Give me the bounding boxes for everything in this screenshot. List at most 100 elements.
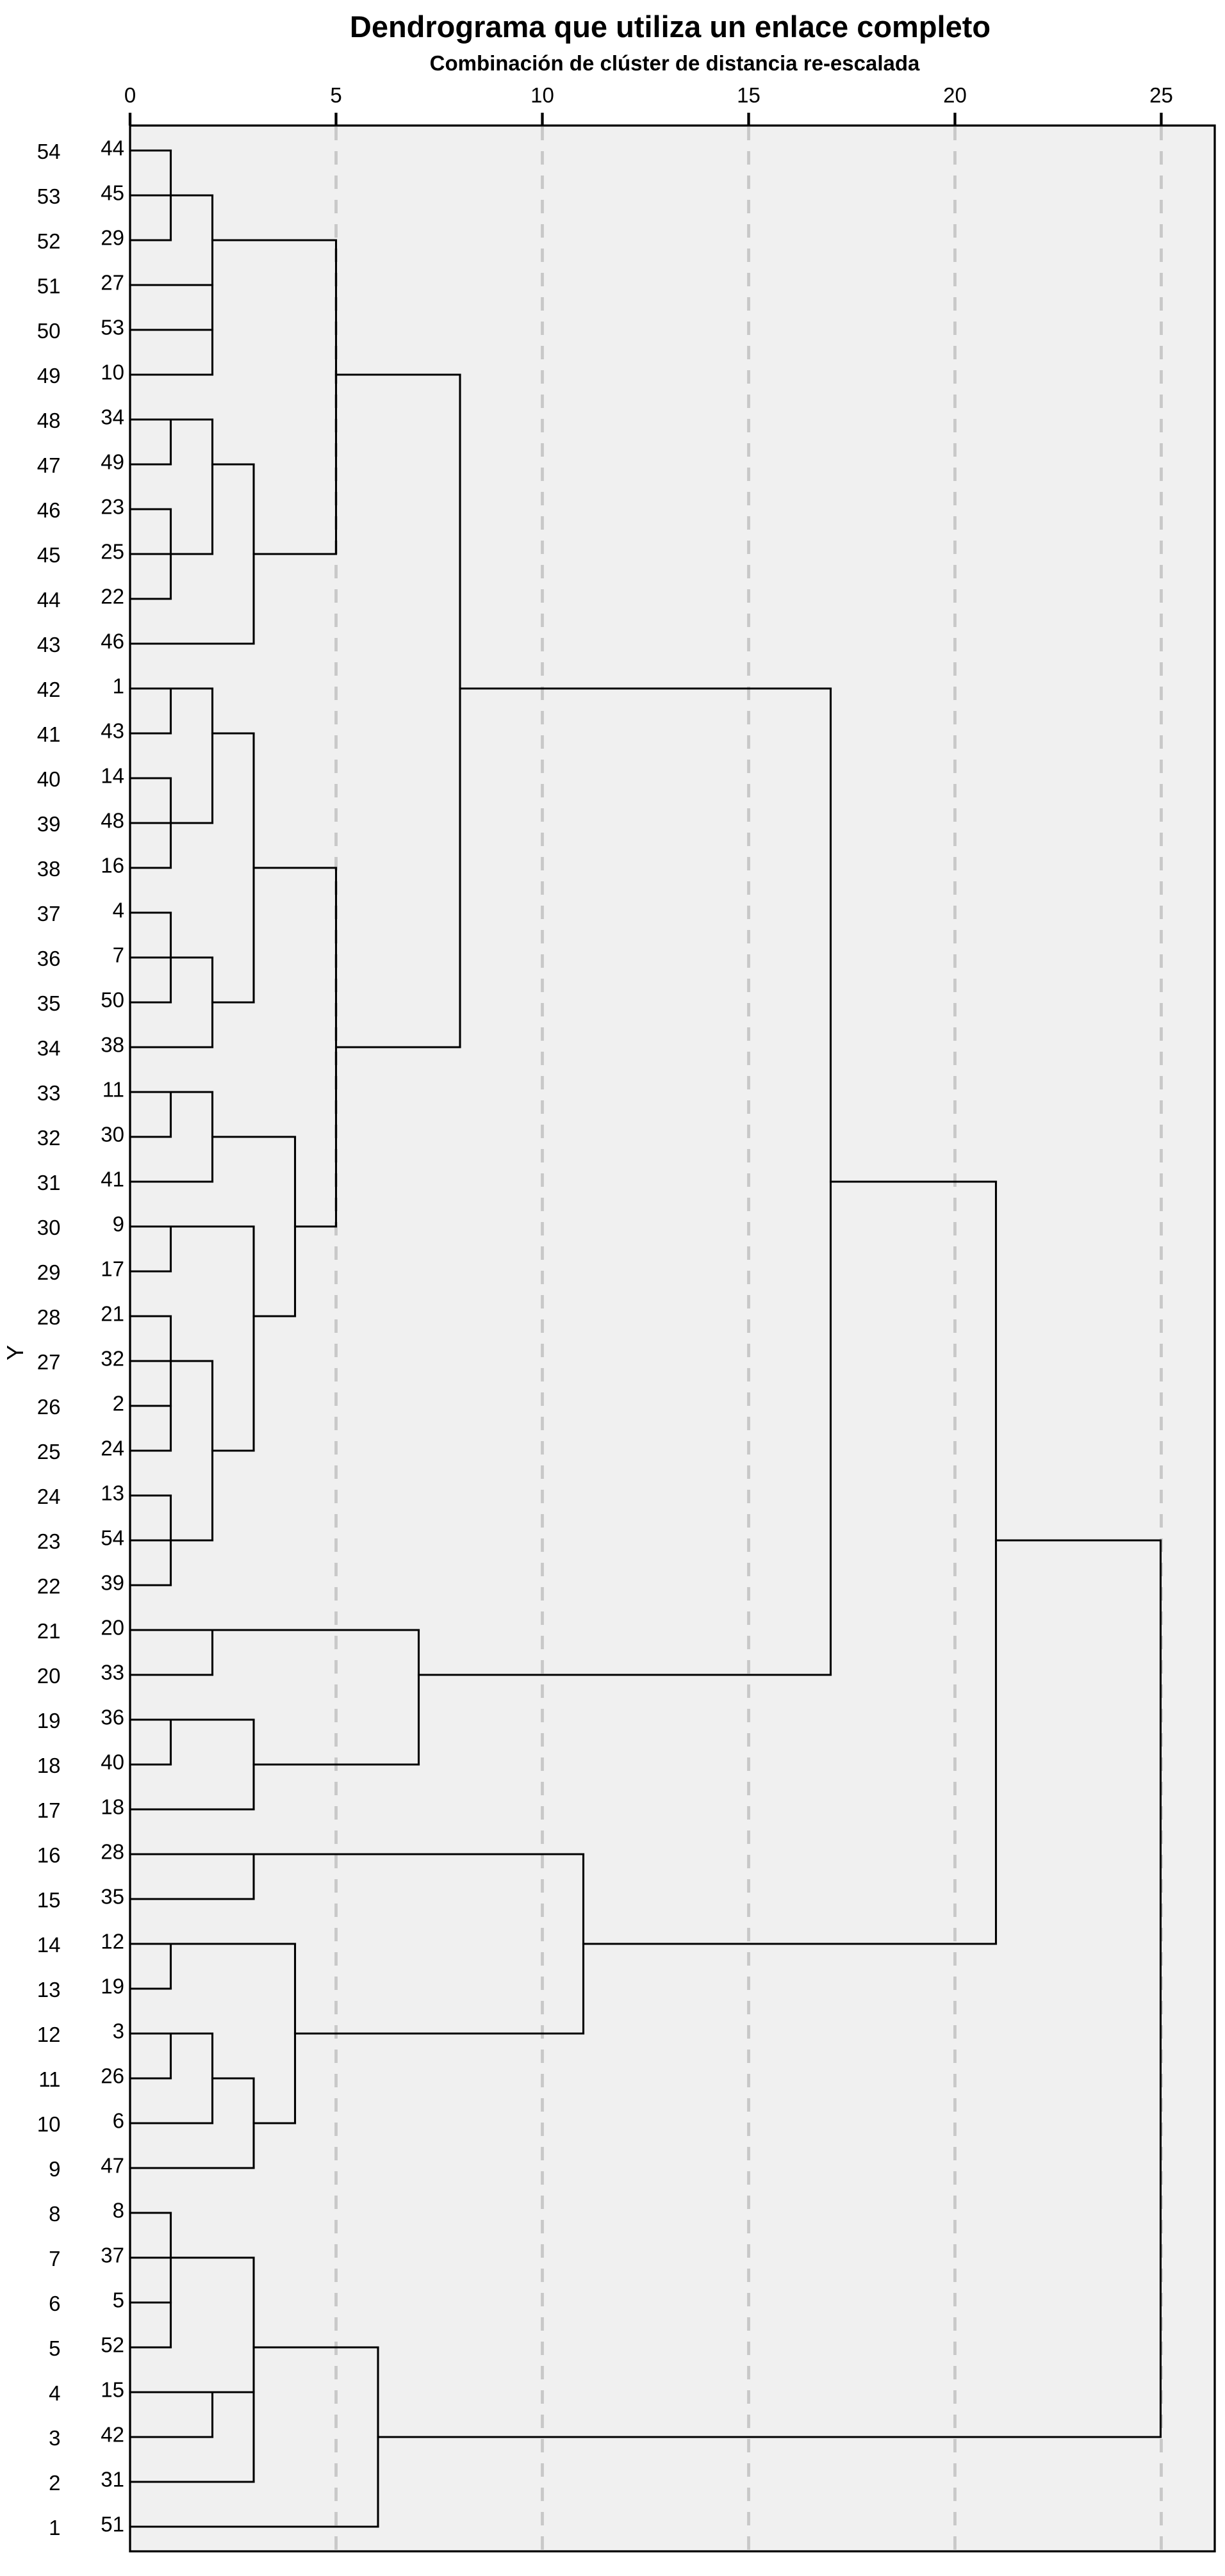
svg-text:38: 38 [37,857,61,881]
svg-text:47: 47 [37,453,61,477]
svg-text:29: 29 [101,226,124,250]
svg-text:52: 52 [101,2333,124,2357]
svg-text:33: 33 [37,1081,61,1105]
svg-text:28: 28 [101,1840,124,1864]
svg-text:6: 6 [113,2109,124,2133]
svg-text:3: 3 [49,2426,60,2450]
svg-text:8: 8 [113,2199,124,2222]
svg-text:40: 40 [101,1750,124,1774]
svg-text:18: 18 [37,1754,61,1777]
svg-text:8: 8 [49,2202,60,2226]
svg-text:12: 12 [37,2023,61,2046]
svg-text:22: 22 [101,585,124,608]
svg-text:Dendrograma que utiliza un enl: Dendrograma que utiliza un enlace comple… [350,10,991,44]
svg-text:43: 43 [37,633,61,656]
svg-text:5: 5 [49,2336,60,2360]
svg-text:51: 51 [37,274,61,298]
svg-text:25: 25 [101,540,124,564]
svg-text:33: 33 [101,1661,124,1684]
svg-text:48: 48 [37,409,61,432]
svg-text:6: 6 [49,2292,60,2315]
svg-text:27: 27 [37,1350,61,1374]
svg-text:4: 4 [49,2381,60,2405]
svg-text:46: 46 [101,630,124,653]
svg-text:51: 51 [101,2513,124,2536]
svg-text:9: 9 [49,2157,60,2181]
svg-text:53: 53 [37,184,61,208]
svg-text:10: 10 [530,83,554,107]
svg-text:45: 45 [37,543,61,567]
svg-text:35: 35 [101,1885,124,1909]
svg-text:28: 28 [37,1305,61,1329]
svg-text:35: 35 [37,991,61,1015]
svg-text:48: 48 [101,809,124,833]
svg-text:40: 40 [37,767,61,791]
svg-text:20: 20 [943,83,967,107]
svg-text:14: 14 [37,1933,61,1957]
svg-text:24: 24 [101,1437,124,1460]
svg-text:24: 24 [37,1485,61,1508]
svg-text:32: 32 [37,1126,61,1150]
svg-text:50: 50 [101,988,124,1012]
svg-text:1: 1 [49,2516,60,2539]
svg-text:46: 46 [37,498,61,522]
svg-text:25: 25 [37,1440,61,1463]
svg-text:44: 44 [37,588,61,612]
svg-text:38: 38 [101,1033,124,1057]
svg-text:13: 13 [37,1978,61,2001]
svg-text:9: 9 [113,1212,124,1236]
svg-text:15: 15 [101,2378,124,2402]
svg-text:53: 53 [101,316,124,339]
svg-text:50: 50 [37,319,61,343]
svg-text:37: 37 [37,902,61,925]
svg-text:16: 16 [37,1843,61,1867]
svg-text:39: 39 [37,812,61,836]
svg-text:41: 41 [37,722,61,746]
svg-text:0: 0 [124,83,136,107]
svg-text:30: 30 [37,1216,61,1239]
svg-text:23: 23 [37,1529,61,1553]
svg-text:36: 36 [101,1706,124,1729]
svg-text:31: 31 [37,1171,61,1194]
svg-text:26: 26 [37,1395,61,1419]
svg-text:23: 23 [101,495,124,519]
svg-text:25: 25 [1149,83,1173,107]
svg-text:11: 11 [38,2067,60,2091]
svg-text:14: 14 [101,764,124,788]
svg-text:37: 37 [101,2244,124,2267]
svg-text:52: 52 [37,229,61,253]
svg-text:41: 41 [101,1168,124,1191]
svg-text:12: 12 [101,1930,124,1953]
svg-text:20: 20 [101,1616,124,1640]
svg-text:15: 15 [37,1888,61,1912]
svg-text:7: 7 [49,2247,60,2270]
svg-text:21: 21 [37,1619,61,1643]
svg-text:54: 54 [37,140,61,163]
svg-text:47: 47 [101,2154,124,2178]
svg-text:45: 45 [101,181,124,205]
svg-text:39: 39 [101,1571,124,1595]
svg-text:49: 49 [37,364,61,387]
svg-text:17: 17 [37,1798,61,1822]
svg-text:42: 42 [101,2423,124,2447]
svg-text:5: 5 [113,2288,124,2312]
svg-text:30: 30 [101,1123,124,1146]
svg-text:36: 36 [37,947,61,970]
svg-text:43: 43 [101,719,124,743]
svg-text:7: 7 [113,943,124,967]
svg-text:11: 11 [103,1078,124,1102]
svg-text:Y: Y [2,1345,28,1360]
svg-text:26: 26 [101,2064,124,2088]
svg-text:31: 31 [101,2468,124,2491]
svg-text:10: 10 [37,2112,61,2136]
svg-text:44: 44 [101,136,124,160]
svg-text:32: 32 [101,1347,124,1371]
svg-text:10: 10 [101,361,124,384]
svg-text:1: 1 [113,674,124,698]
svg-text:4: 4 [113,899,124,922]
svg-text:19: 19 [37,1709,61,1732]
svg-text:5: 5 [330,83,341,107]
svg-text:18: 18 [101,1795,124,1819]
svg-text:29: 29 [37,1260,61,1284]
svg-text:16: 16 [101,854,124,877]
